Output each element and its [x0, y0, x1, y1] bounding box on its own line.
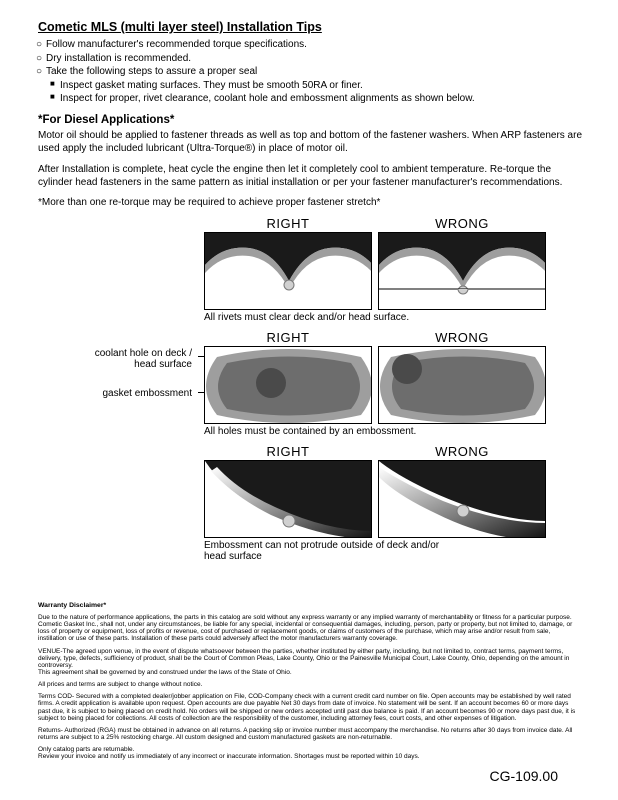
emboss-label: gasket embossment [103, 388, 193, 399]
bullet-c1: Inspect gasket mating surfaces. They mus… [60, 79, 363, 93]
bullet-c2: Inspect for proper, rivet clearance, coo… [60, 92, 475, 106]
bullet-b: Dry installation is recommended. [46, 52, 191, 66]
warranty-p2: VENUE-The agreed upon venue, in the even… [38, 648, 580, 669]
warranty-p4: Terms COD- Secured with a completed deal… [38, 693, 580, 722]
coolant-label: coolant hole on deck / head surface [92, 348, 192, 370]
emboss-right-panel [204, 460, 372, 538]
warranty-p5: Returns- Authorized (RGA) must be obtain… [38, 727, 580, 741]
warranty-p6b: Review your invoice and notify us immedi… [38, 753, 580, 760]
bullet-list: ○Follow manufacturer's recommended torqu… [36, 38, 588, 106]
bullet-c: Take the following steps to assure a pro… [46, 65, 257, 79]
caption-emboss: Embossment can not protrude outside of d… [204, 540, 464, 562]
bullet-a: Follow manufacturer's recommended torque… [46, 38, 307, 52]
caption-rivets: All rivets must clear deck and/or head s… [204, 312, 588, 323]
diesel-heading: *For Diesel Applications* [38, 114, 588, 126]
retorque-note: *More than one re-torque may be required… [38, 197, 588, 208]
diesel-p2: After Installation is complete, heat cyc… [38, 163, 588, 189]
wrong-label-3: WRONG [378, 444, 546, 459]
diesel-p1: Motor oil should be applied to fastener … [38, 129, 588, 155]
caption-holes: All holes must be contained by an emboss… [204, 426, 588, 437]
right-label-2: RIGHT [204, 330, 372, 345]
right-label: RIGHT [204, 216, 372, 231]
hole-wrong-panel [378, 346, 546, 424]
hole-right-panel [204, 346, 372, 424]
doc-title: Cometic MLS (multi layer steel) Installa… [38, 20, 588, 34]
warranty-block: Warranty Disclaimer* Due to the nature o… [38, 602, 580, 761]
page-number: CG-109.00 [490, 768, 558, 784]
warranty-p6: Only catalog parts are returnable. [38, 746, 580, 753]
rivet-wrong-panel [378, 232, 546, 310]
wrong-label-2: WRONG [378, 330, 546, 345]
emboss-wrong-panel [378, 460, 546, 538]
warranty-p3: All prices and terms are subject to chan… [38, 681, 580, 688]
diagram-area: RIGHT WRONG [38, 216, 588, 562]
rivet-right-panel [204, 232, 372, 310]
warranty-head: Warranty Disclaimer* [38, 602, 580, 609]
warranty-p1: Due to the nature of performance applica… [38, 614, 580, 643]
right-label-3: RIGHT [204, 444, 372, 459]
warranty-p2b: This agreement shall be governed by and … [38, 669, 580, 676]
wrong-label: WRONG [378, 216, 546, 231]
